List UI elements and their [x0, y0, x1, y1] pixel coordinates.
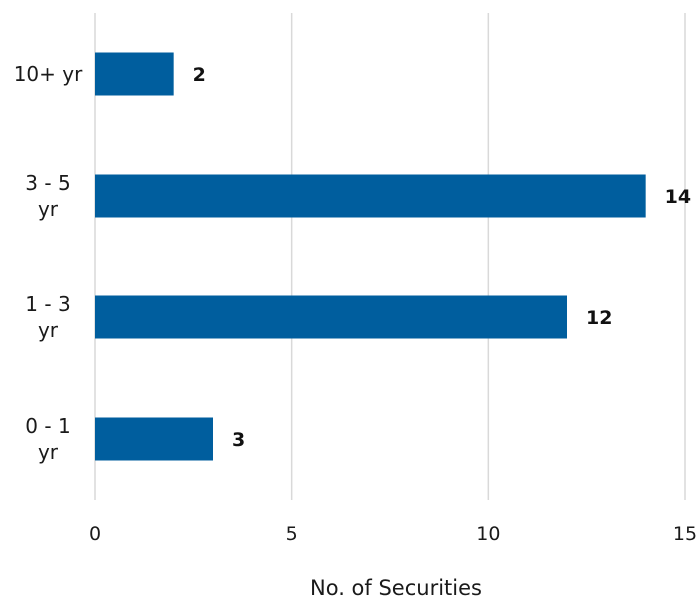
x-axis-title: No. of Securities: [310, 576, 482, 600]
data-label: 14: [665, 186, 691, 208]
y-tick-label: 0 - 1 yr: [25, 414, 70, 464]
y-tick-label: 10+ yr: [14, 62, 83, 86]
x-tick-label: 0: [89, 523, 101, 545]
y-tick-label: 3 - 5 yr: [25, 171, 70, 221]
y-tick-label-line: 1 - 3: [25, 292, 70, 316]
bar: [95, 295, 567, 339]
bar: [95, 417, 213, 461]
data-labels: 2 14 12 3: [193, 64, 691, 451]
x-tick-label: 15: [673, 523, 697, 545]
y-tick-label-line: 0 - 1: [25, 414, 70, 438]
y-tick-label-line: 10+ yr: [14, 62, 83, 86]
y-tick-label: 1 - 3 yr: [25, 292, 70, 342]
y-tick-label-line: yr: [38, 318, 59, 342]
y-tick-label-line: 3 - 5: [25, 171, 70, 195]
y-axis-tick-labels: 10+ yr3 - 5 yr1 - 3 yr0 - 1 yr: [14, 62, 83, 464]
x-axis-tick-labels: 0 5 10 15: [89, 523, 697, 545]
x-tick-label: 5: [286, 523, 298, 545]
data-label: 2: [193, 64, 206, 86]
bar: [95, 52, 174, 96]
bars: [95, 52, 646, 461]
data-label: 3: [232, 429, 245, 451]
y-tick-label-line: yr: [38, 440, 59, 464]
data-label: 12: [586, 307, 612, 329]
y-tick-label-line: yr: [38, 197, 59, 221]
bar: [95, 174, 646, 218]
x-tick-label: 10: [476, 523, 500, 545]
